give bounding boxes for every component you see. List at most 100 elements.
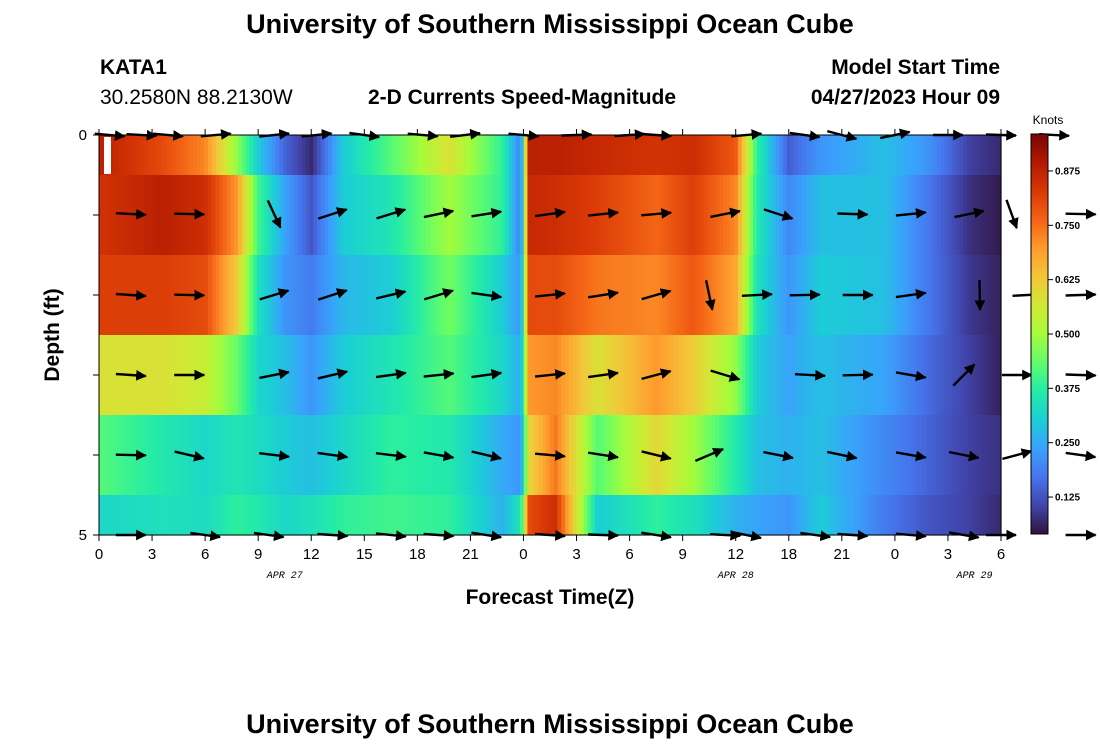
heatmap-cell xyxy=(286,175,292,256)
heatmap-cell xyxy=(399,495,405,536)
heatmap-cell xyxy=(414,255,420,336)
heatmap-cell xyxy=(452,135,457,176)
heatmap-cell xyxy=(305,495,311,536)
heatmap-cell xyxy=(989,175,995,256)
current-arrow xyxy=(704,280,716,311)
heatmap-cell xyxy=(429,135,435,176)
heatmap-cell xyxy=(970,135,976,176)
heatmap-cell xyxy=(339,135,344,176)
heatmap-cell xyxy=(508,495,514,536)
heatmap-cell xyxy=(670,335,675,416)
heatmap-cell xyxy=(632,495,638,536)
x-tick-label: 9 xyxy=(678,546,686,563)
heatmap-cell xyxy=(534,415,540,496)
heatmap-cell xyxy=(410,415,416,496)
heatmap-cell xyxy=(204,415,209,496)
heatmap-cell xyxy=(985,335,991,416)
heatmap-cell xyxy=(591,135,596,176)
heatmap-cell xyxy=(587,415,592,496)
heatmap-cell xyxy=(546,135,551,176)
heatmap-cell xyxy=(456,415,461,496)
heatmap-cell xyxy=(576,135,581,176)
heatmap-cell xyxy=(418,415,423,496)
heatmap-cell xyxy=(136,135,141,176)
heatmap-cell xyxy=(895,135,901,176)
heatmap-cell xyxy=(937,495,942,536)
heatmap-cell xyxy=(219,415,224,496)
heatmap-cell xyxy=(880,495,886,536)
heatmap-cell xyxy=(944,135,949,176)
heatmap-cell xyxy=(463,135,468,176)
heatmap-cell xyxy=(873,415,878,496)
colorbar-tick-label: 0.375 xyxy=(1055,384,1080,395)
heatmap-cell xyxy=(486,495,491,536)
heatmap-cell xyxy=(350,135,356,176)
heatmap-cell xyxy=(121,175,126,256)
heatmap-cell xyxy=(892,415,897,496)
heatmap-cell xyxy=(403,135,408,176)
heatmap-cell xyxy=(373,255,378,336)
heatmap-cell xyxy=(685,495,690,536)
heatmap-cell xyxy=(174,135,179,176)
heatmap-cell xyxy=(790,135,795,176)
heatmap-cell xyxy=(974,495,980,536)
heatmap-cell xyxy=(918,255,923,336)
heatmap-cell xyxy=(876,495,882,536)
heatmap-cell xyxy=(102,175,108,256)
heatmap-cell xyxy=(223,415,228,496)
heatmap-cell xyxy=(425,255,431,336)
heatmap-cell xyxy=(925,415,931,496)
heatmap-cell xyxy=(888,495,893,536)
heatmap-cell xyxy=(275,495,280,536)
heatmap-cell xyxy=(636,135,641,176)
heatmap-cell xyxy=(970,495,976,536)
heatmap-cell xyxy=(290,335,296,416)
heatmap-cell xyxy=(892,255,897,336)
heatmap-cell xyxy=(828,495,833,536)
heatmap-cell xyxy=(892,135,897,176)
heatmap-cell xyxy=(628,415,634,496)
heatmap-cell xyxy=(704,255,709,336)
heatmap-cell xyxy=(722,255,728,336)
heatmap-cell xyxy=(610,255,615,336)
heatmap-cell xyxy=(749,415,754,496)
heatmap-cell xyxy=(147,495,153,536)
heatmap-cell xyxy=(903,495,908,536)
heatmap-cell xyxy=(117,495,123,536)
current-arrow xyxy=(115,289,147,301)
current-arrow xyxy=(641,208,673,219)
heatmap-cell xyxy=(636,335,641,416)
heatmap-cell xyxy=(332,175,337,256)
heatmap-cell xyxy=(580,175,585,256)
heatmap-cell xyxy=(565,495,570,536)
heatmap-cell xyxy=(711,335,716,416)
heatmap-cell xyxy=(527,175,532,256)
heatmap-cell xyxy=(734,135,739,176)
heatmap-cell xyxy=(884,175,889,256)
heatmap-cell xyxy=(422,335,427,416)
heatmap-cell xyxy=(613,495,619,536)
heatmap-cell xyxy=(745,175,750,256)
heatmap-cell xyxy=(959,335,965,416)
heatmap-cell xyxy=(99,495,104,536)
heatmap-cell xyxy=(929,415,934,496)
heatmap-cell xyxy=(185,495,190,536)
heatmap-cell xyxy=(211,335,217,416)
heatmap-cell xyxy=(418,495,423,536)
heatmap-cell xyxy=(681,335,686,416)
heatmap-cell xyxy=(798,135,803,176)
heatmap-cell xyxy=(298,135,303,176)
heatmap-cell xyxy=(745,495,750,536)
heatmap-cell xyxy=(779,335,784,416)
heatmap-cell xyxy=(734,175,739,256)
current-arrow xyxy=(1065,289,1097,301)
heatmap-cell xyxy=(283,255,288,336)
heatmap-cell xyxy=(196,495,202,536)
heatmap-cell xyxy=(380,255,386,336)
heatmap-cell xyxy=(279,495,284,536)
heatmap-cell xyxy=(132,495,138,536)
heatmap-cell xyxy=(550,135,555,176)
heatmap-cell xyxy=(459,175,465,256)
heatmap-cell xyxy=(181,415,187,496)
heatmap-cell xyxy=(895,255,901,336)
